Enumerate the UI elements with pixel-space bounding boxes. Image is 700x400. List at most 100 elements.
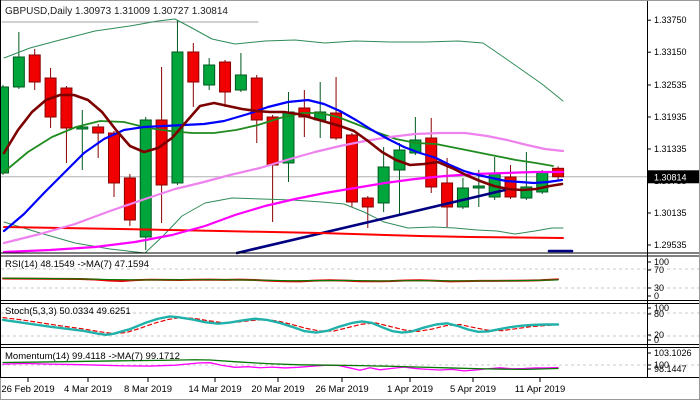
candle-body	[171, 51, 184, 184]
candle-body	[504, 176, 517, 198]
rsi-axis-label: 0	[654, 291, 659, 301]
panel-separator[interactable]	[0, 252, 700, 257]
ma-magenta	[2, 170, 565, 254]
candle-body	[92, 126, 105, 134]
date-label: 20 Mar 2019	[251, 384, 304, 395]
candle-bull	[139, 117, 152, 251]
momentum-axis-label: 100	[654, 360, 669, 370]
date-label: 26 Feb 2019	[1, 384, 54, 395]
panel-separator[interactable]	[0, 344, 700, 348]
momentum-label: Momentum(14) 99.4118 ->MA(7) 99.1712	[5, 351, 180, 362]
candle-bull	[171, 19, 184, 185]
stochastic-axis-label: 0	[654, 335, 659, 345]
candle-bear	[219, 59, 232, 107]
candle-bear	[108, 130, 121, 197]
momentum-ma-line	[2, 359, 559, 371]
bollinger-upper-band	[3, 18, 564, 102]
candle-body	[76, 126, 89, 130]
candle-body	[203, 64, 216, 86]
rsi-label: RSI(14) 48.1549 ->MA(7) 47.1594	[5, 259, 149, 270]
candle-body	[60, 87, 73, 129]
rsi-ma-line	[2, 277, 559, 282]
candle-bull	[520, 151, 533, 200]
candle-bear	[28, 49, 41, 91]
price-tick-label: 1.33150	[654, 47, 687, 57]
date-label: 5 Apr 2019	[450, 384, 496, 395]
date-axis[interactable]: 26 Feb 2019 4 Mar 2019 8 Mar 2019 14 Mar 20…	[1, 378, 565, 395]
stochastic-axis-label: 100	[654, 303, 669, 313]
candle-body	[12, 56, 25, 88]
price-tick-label: 1.29535	[654, 240, 687, 250]
candle-body	[456, 187, 469, 208]
candle-body	[219, 61, 232, 93]
ma-blue	[2, 98, 564, 233]
stoch-main-line	[1, 315, 560, 337]
candle-bear	[345, 133, 358, 207]
candle-body	[234, 74, 247, 91]
candle-body	[282, 111, 295, 164]
stochastic-label: Stoch(5,3,3) 50.0334 49.6251	[5, 306, 131, 317]
candle-bear	[250, 74, 263, 143]
candle-body	[108, 132, 121, 184]
date-label: 4 Mar 2019	[64, 384, 112, 395]
price-tick-label: 1.30135	[654, 208, 687, 218]
price-axis[interactable]: 1.337501.331501.325351.319351.313351.307…	[647, 0, 700, 378]
date-label: 26 Mar 2019	[315, 384, 368, 395]
momentum-axis-label: 103.1026	[654, 348, 692, 358]
candle-bear	[187, 42, 200, 107]
price-tick-label: 1.31335	[654, 144, 687, 154]
stochastic-axis-label: 80	[654, 309, 664, 319]
candle-body	[472, 185, 485, 189]
candle-body	[123, 177, 136, 221]
candle-body	[187, 51, 200, 83]
candle-body	[345, 134, 358, 203]
bid-price-badge	[648, 170, 700, 184]
candle-body	[28, 54, 41, 83]
candle-bull	[234, 53, 247, 92]
rsi-axis-label: 100	[654, 257, 669, 267]
candle-body	[155, 119, 168, 186]
date-label: 8 Mar 2019	[124, 384, 172, 395]
stochastic-axis-label: 20	[654, 330, 664, 340]
candle-body	[441, 182, 454, 208]
price-tick-label: 1.32535	[654, 80, 687, 90]
candle-bull	[76, 110, 89, 171]
candle-body	[250, 77, 263, 121]
date-label: 14 Mar 2019	[188, 384, 241, 395]
candle-bear	[92, 123, 105, 159]
candle-bull	[203, 58, 216, 91]
bid-price-badge-text: 1.30814	[654, 172, 687, 182]
candle-body	[139, 119, 152, 238]
candle-body	[520, 186, 533, 199]
window-title: GBPUSD,Daily 1.30973 1.31009 1.30727 1.3…	[5, 6, 228, 17]
main-price-panel: GBPUSD,Daily 1.30973 1.31009 1.30727 1.3…	[0, 6, 647, 255]
candle-body	[361, 197, 374, 208]
candle-bear	[441, 158, 454, 227]
candle-bear	[60, 86, 73, 163]
date-label: 11 Apr 2019	[515, 384, 566, 395]
date-label: 1 Apr 2019	[387, 384, 433, 395]
momentum-axis-label: 98.1447	[654, 364, 687, 374]
candle-body	[266, 116, 279, 166]
panel-separator[interactable]	[0, 300, 700, 304]
horizontal-red-line	[3, 226, 564, 239]
rsi-axis-label: 30	[654, 283, 664, 293]
candle-bull	[409, 117, 422, 155]
candle-bull	[0, 85, 9, 175]
candle-bull	[12, 31, 25, 90]
momentum-panel: Momentum(14) 99.4118 ->MA(7) 99.1712 103.…	[1, 348, 700, 374]
candle-body	[409, 139, 422, 154]
candle-body	[0, 86, 9, 174]
candle-bear	[123, 174, 136, 227]
rsi-axis-label: 70	[654, 265, 664, 275]
price-tick-label: 1.31935	[654, 112, 687, 122]
bollinger-lower-band	[3, 197, 564, 254]
trendline-support	[235, 188, 507, 255]
ma-violet	[2, 131, 565, 245]
price-tick-label: 1.33750	[654, 15, 687, 25]
ma-maroon	[2, 93, 564, 192]
